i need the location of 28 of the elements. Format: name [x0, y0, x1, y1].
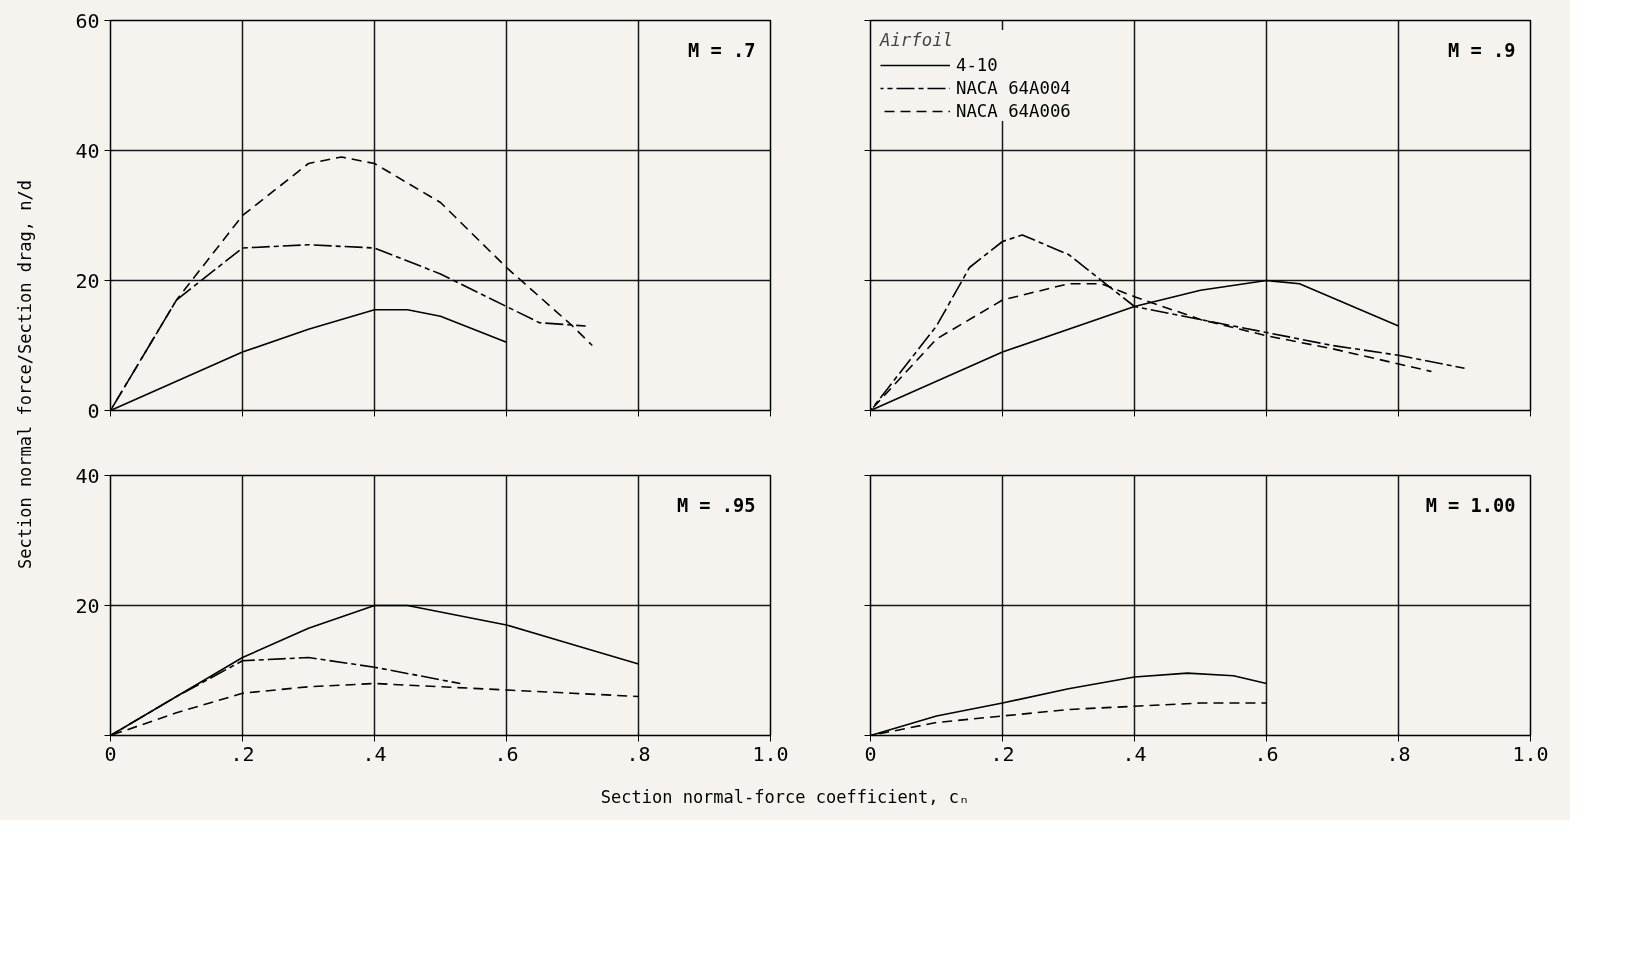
x-tick-label: .6: [494, 741, 519, 766]
x-tick-label: 1.0: [752, 741, 789, 766]
y-tick-label: 60: [75, 8, 100, 33]
y-axis-title: Section normal force/Section drag, n/d: [13, 180, 36, 570]
x-tick-label: .2: [230, 741, 255, 766]
x-tick-label: .8: [1386, 741, 1411, 766]
x-tick-label: .4: [1122, 741, 1147, 766]
legend-title: Airfoil: [880, 30, 955, 50]
legend-label: 4-10: [956, 55, 998, 75]
x-tick-label: 0: [104, 741, 117, 766]
legend-label: NACA 64A004: [956, 78, 1071, 98]
y-tick-label: 40: [75, 138, 100, 163]
annotation: M = 1.00: [1425, 494, 1516, 516]
x-tick-label: .8: [626, 741, 651, 766]
x-tick-label: 1.0: [1512, 741, 1549, 766]
x-tick-label: .4: [362, 741, 387, 766]
x-tick-label: 0: [864, 741, 877, 766]
y-tick-label: 0: [87, 398, 100, 423]
x-tick-label: .6: [1254, 741, 1279, 766]
y-tick-label: 20: [75, 268, 100, 293]
x-axis-title: Section normal-force coefficient, cₙ: [600, 786, 970, 809]
y-tick-label: 20: [75, 593, 100, 618]
x-tick-label: .2: [990, 741, 1015, 766]
legend-label: NACA 64A006: [956, 101, 1071, 121]
annotation: M = .95: [676, 494, 756, 516]
annotation: M = .9: [1448, 39, 1516, 61]
annotation: M = .7: [688, 39, 756, 61]
y-tick-label: 40: [75, 463, 100, 488]
